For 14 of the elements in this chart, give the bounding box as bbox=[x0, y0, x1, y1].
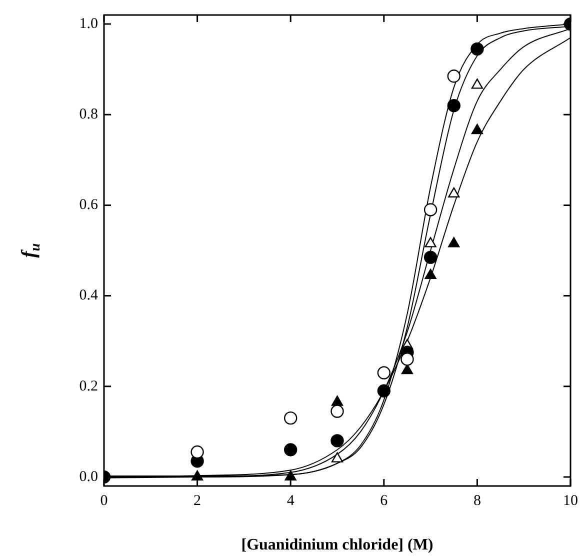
y-axis-title: fu bbox=[18, 243, 44, 258]
x-tick-label: 0 bbox=[100, 492, 108, 509]
x-tick-label: 6 bbox=[380, 492, 388, 509]
x-tick-label: 2 bbox=[194, 492, 202, 509]
x-tick-label: 8 bbox=[473, 492, 481, 509]
x-tick-label: 4 bbox=[286, 492, 295, 509]
x-tick-label: 10 bbox=[563, 492, 578, 509]
y-tick-label: 0.6 bbox=[79, 197, 98, 214]
y-tick-label: 0.4 bbox=[79, 288, 98, 304]
y-tick-label: 0.2 bbox=[79, 378, 98, 394]
y-tick-label: 1.0 bbox=[79, 16, 98, 32]
y-tick-label: 0.8 bbox=[79, 106, 98, 123]
y-tick-label: 0.0 bbox=[79, 468, 98, 485]
x-axis-title: [Guanidinium chloride] (M) bbox=[241, 536, 434, 554]
